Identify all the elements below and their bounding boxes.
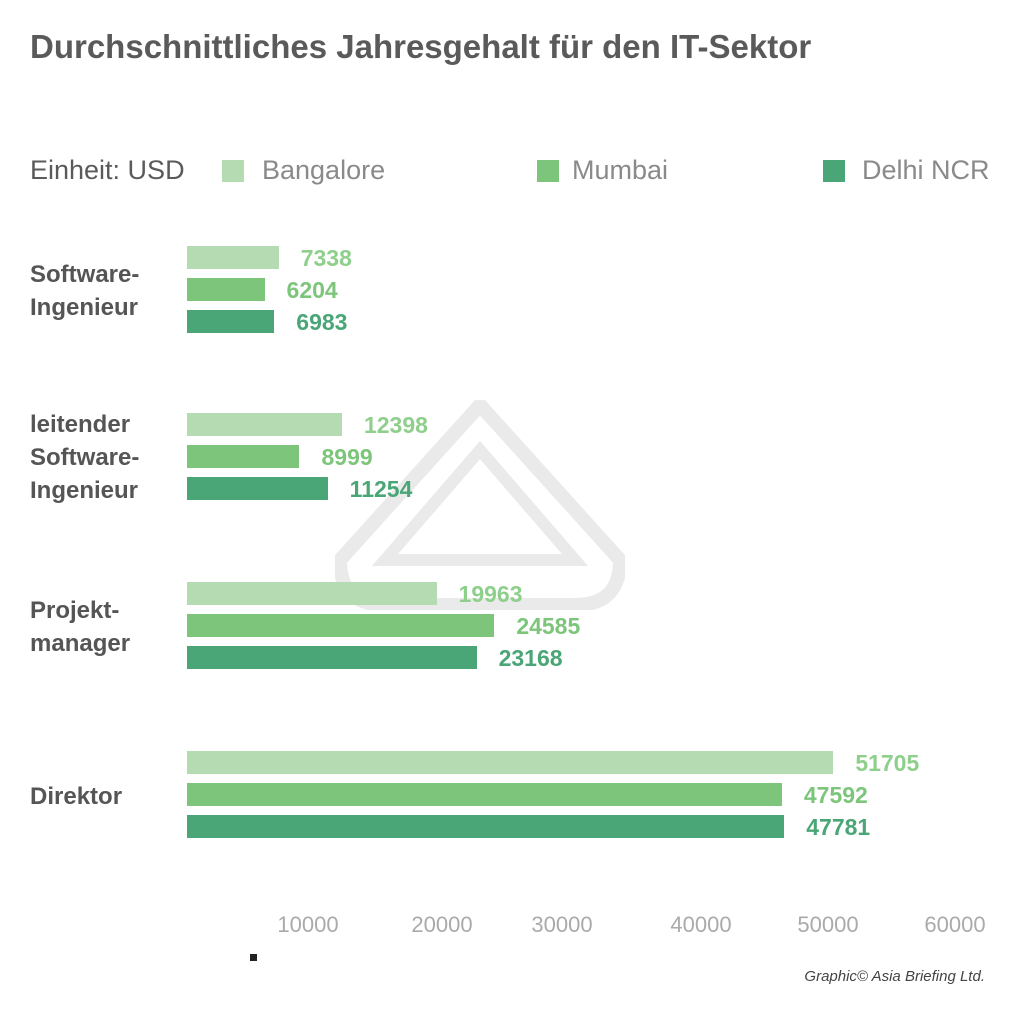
category-label: leitender Software- Ingenieur [30,411,140,504]
bar [187,815,785,838]
bar [187,582,437,605]
category-label: Direktor [30,783,123,810]
credit: Graphic© Asia Briefing Ltd. [804,968,985,985]
data-label: 8999 [321,444,373,470]
data-label: 47592 [803,782,868,808]
legend-swatch [823,160,845,182]
bar [187,614,495,637]
data-label: 6204 [286,277,338,303]
watermark-logo [335,400,625,610]
bar [187,477,328,500]
bar [187,783,782,806]
legend-swatch [222,160,244,182]
data-label: 51705 [855,750,920,776]
legend-label: Delhi NCR [862,155,990,185]
x-tick-label: 60000 [924,912,986,937]
marker-dot [250,954,257,961]
legend-label: Mumbai [572,155,669,185]
bar [187,445,300,468]
data-label: 11254 [349,476,413,502]
x-tick-label: 50000 [797,912,859,937]
data-label: 7338 [300,245,352,271]
data-label: 24585 [516,613,581,639]
x-tick-label: 40000 [670,912,732,937]
bar [187,646,477,669]
data-label: 47781 [806,814,871,840]
category-label: Projekt- manager [30,597,131,657]
x-tick-label: 30000 [531,912,593,937]
x-tick-label: 10000 [277,912,339,937]
chart-title: Durchschnittliches Jahresgehalt für den … [30,28,812,65]
data-label: 23168 [498,645,563,671]
data-label: 19963 [458,581,523,607]
unit-label: Einheit: USD [30,155,185,185]
bar [187,278,265,301]
bar [187,246,279,269]
bar [187,310,275,333]
x-tick-label: 20000 [411,912,473,937]
data-label: 12398 [363,412,428,438]
category-label: Software- Ingenieur [30,261,140,321]
bar [187,751,834,774]
legend-swatch [537,160,559,182]
data-label: 6983 [296,309,348,335]
legend-label: Bangalore [262,155,386,185]
bar [187,413,342,436]
